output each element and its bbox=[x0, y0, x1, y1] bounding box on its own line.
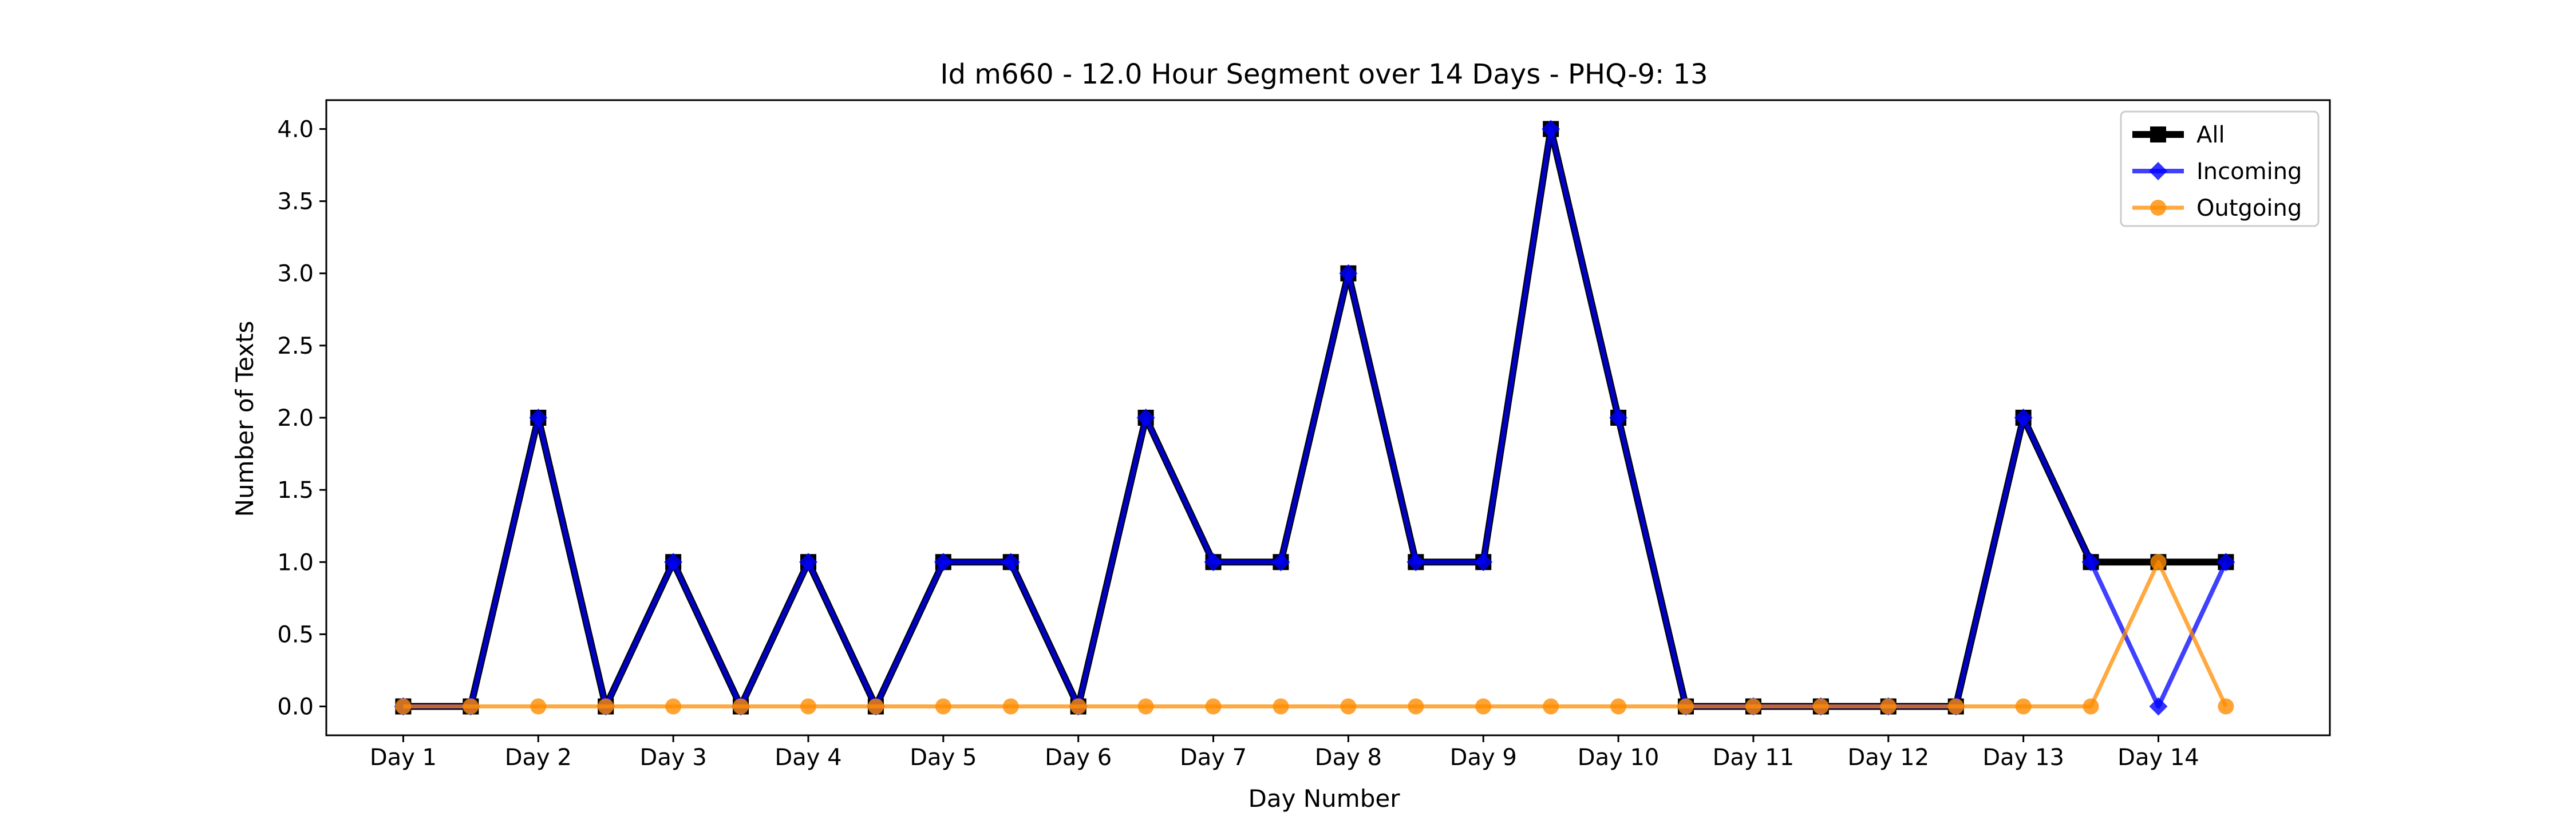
y-tick-label: 4.0 bbox=[277, 116, 314, 142]
series-layer bbox=[394, 120, 2235, 716]
data-point-incoming bbox=[2217, 553, 2235, 572]
data-point-outgoing bbox=[1745, 698, 1761, 715]
data-point-outgoing bbox=[665, 698, 682, 715]
data-point-outgoing bbox=[733, 698, 749, 715]
data-point-outgoing bbox=[1543, 698, 1559, 715]
y-tick-label: 2.5 bbox=[277, 333, 314, 359]
chart-title: Id m660 - 12.0 Hour Segment over 14 Days… bbox=[940, 58, 1708, 90]
x-tick-label: Day 10 bbox=[1578, 744, 1660, 771]
legend-label: Outgoing bbox=[2196, 195, 2302, 221]
data-point-outgoing bbox=[530, 698, 547, 715]
x-tick-label: Day 7 bbox=[1180, 744, 1247, 771]
data-point-outgoing bbox=[1408, 698, 1424, 715]
x-tick-label: Day 4 bbox=[775, 744, 841, 771]
series-line-outgoing bbox=[403, 560, 2228, 709]
data-point-outgoing bbox=[2150, 554, 2167, 571]
data-point-outgoing bbox=[1137, 698, 1154, 715]
x-tick-label: Day 13 bbox=[1982, 744, 2064, 771]
y-tick-label: 0.0 bbox=[277, 694, 314, 720]
data-point-outgoing bbox=[1475, 698, 1492, 715]
legend-item-all: All bbox=[2132, 122, 2225, 148]
series-line-incoming bbox=[403, 126, 2229, 709]
ticks-layer: Day 1 Day 2 Day 3 Day 4 Day 5 Day 6 Day 7 Day 8… bbox=[277, 116, 2199, 771]
legend-item-outgoing: Outgoing bbox=[2132, 195, 2302, 221]
data-point-outgoing bbox=[1273, 698, 1289, 715]
y-tick-label: 3.0 bbox=[277, 261, 314, 287]
data-point-outgoing bbox=[935, 698, 951, 715]
data-point-incoming bbox=[934, 553, 953, 572]
data-point-outgoing bbox=[1610, 698, 1627, 715]
data-point-outgoing bbox=[867, 698, 884, 715]
data-point-incoming bbox=[1542, 120, 1560, 138]
legend-label: Incoming bbox=[2196, 159, 2302, 185]
data-point-incoming bbox=[529, 409, 548, 427]
x-tick-label: Day 12 bbox=[1847, 744, 1929, 771]
data-point-outgoing bbox=[2083, 698, 2099, 715]
x-tick-label: Day 2 bbox=[505, 744, 572, 771]
data-point-outgoing bbox=[1002, 698, 1019, 715]
data-point-incoming bbox=[1001, 553, 1020, 572]
data-point-incoming bbox=[1271, 553, 1290, 572]
data-point-outgoing bbox=[2218, 698, 2234, 715]
data-point-incoming bbox=[1204, 553, 1223, 572]
data-point-incoming bbox=[2081, 553, 2100, 572]
data-point-incoming bbox=[1609, 409, 1628, 427]
data-point-incoming bbox=[1474, 553, 1493, 572]
data-point-outgoing bbox=[2015, 698, 2032, 715]
data-point-outgoing bbox=[1678, 698, 1694, 715]
legend-box bbox=[2120, 110, 2320, 227]
data-point-incoming bbox=[1136, 409, 1155, 427]
series-incoming bbox=[394, 120, 2235, 716]
x-tick-label: Day 3 bbox=[640, 744, 707, 771]
data-point-outgoing bbox=[395, 698, 412, 715]
data-point-incoming bbox=[2149, 697, 2168, 716]
data-point-outgoing bbox=[1880, 698, 1897, 715]
x-axis-label: Day Number bbox=[1248, 785, 1400, 813]
y-tick-label: 1.0 bbox=[277, 549, 314, 576]
data-point-incoming bbox=[1406, 553, 1425, 572]
legend-swatch-marker bbox=[2150, 126, 2166, 142]
data-point-outgoing bbox=[1812, 698, 1829, 715]
data-point-incoming bbox=[1339, 264, 1358, 283]
data-point-incoming bbox=[799, 553, 817, 572]
legend-item-incoming: Incoming bbox=[2132, 159, 2302, 185]
data-point-outgoing bbox=[1205, 698, 1222, 715]
data-point-incoming bbox=[2014, 409, 2033, 427]
legend-swatch-marker bbox=[2149, 162, 2167, 180]
data-point-outgoing bbox=[463, 698, 479, 715]
x-tick-label: Day 1 bbox=[370, 744, 437, 771]
data-point-outgoing bbox=[1947, 698, 1964, 715]
x-tick-label: Day 5 bbox=[910, 744, 977, 771]
legend-label: All bbox=[2196, 122, 2225, 148]
data-point-incoming bbox=[664, 553, 683, 572]
y-tick-label: 2.0 bbox=[277, 405, 314, 431]
x-tick-label: Day 11 bbox=[1713, 744, 1795, 771]
data-point-outgoing bbox=[598, 698, 614, 715]
data-point-outgoing bbox=[1340, 698, 1357, 715]
x-tick-label: Day 9 bbox=[1450, 744, 1517, 771]
data-point-outgoing bbox=[800, 698, 816, 715]
x-tick-label: Day 6 bbox=[1045, 744, 1112, 771]
y-tick-label: 1.5 bbox=[277, 477, 314, 504]
legend-swatch-marker bbox=[2150, 200, 2166, 216]
y-axis-label: Number of Texts bbox=[231, 321, 259, 517]
series-outgoing bbox=[395, 554, 2234, 715]
y-tick-label: 3.5 bbox=[277, 189, 314, 215]
legend: All Incoming Outgoing bbox=[2120, 110, 2320, 227]
x-tick-label: Day 8 bbox=[1315, 744, 1382, 771]
data-point-outgoing bbox=[1070, 698, 1086, 715]
x-tick-label: Day 14 bbox=[2117, 744, 2199, 771]
y-tick-label: 0.5 bbox=[277, 621, 314, 648]
